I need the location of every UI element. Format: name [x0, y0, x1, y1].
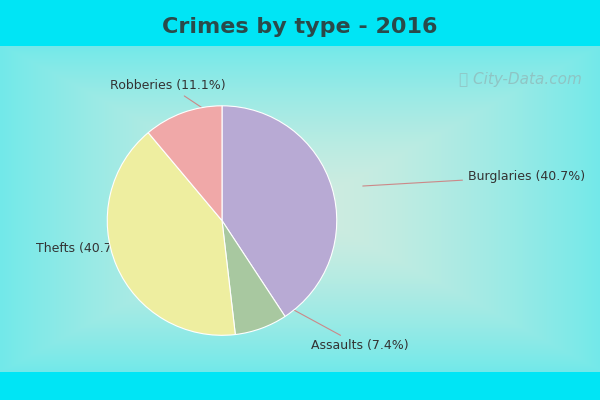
Wedge shape: [107, 133, 235, 335]
Text: Thefts (40.7%): Thefts (40.7%): [36, 236, 159, 255]
Wedge shape: [148, 106, 222, 220]
Text: ⓘ City-Data.com: ⓘ City-Data.com: [459, 72, 582, 87]
Text: Robberies (11.1%): Robberies (11.1%): [110, 79, 226, 120]
Text: Assaults (7.4%): Assaults (7.4%): [278, 302, 409, 352]
Text: Burglaries (40.7%): Burglaries (40.7%): [363, 170, 585, 186]
Text: Crimes by type - 2016: Crimes by type - 2016: [162, 17, 438, 37]
Wedge shape: [222, 220, 285, 334]
Wedge shape: [222, 106, 337, 316]
